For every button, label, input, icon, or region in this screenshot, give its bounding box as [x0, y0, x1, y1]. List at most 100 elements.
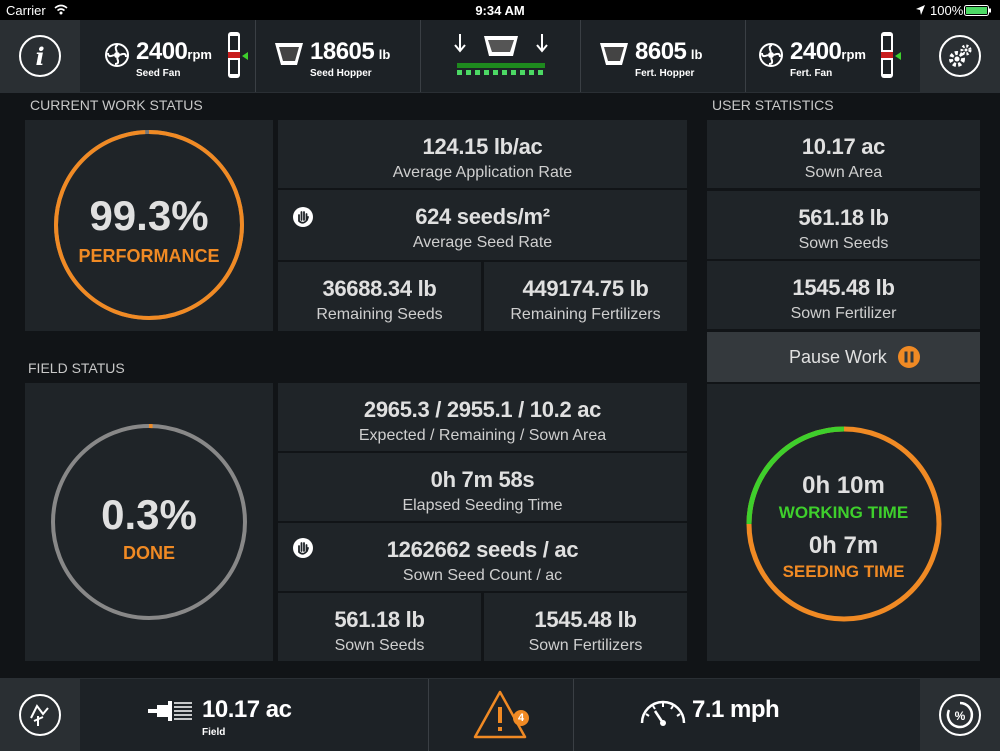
field-info[interactable]: 10.17 ac Field — [80, 679, 429, 751]
current-work-status-title: CURRENT WORK STATUS — [30, 97, 203, 113]
remaining-seeds-label: Remaining Seeds — [316, 306, 443, 323]
seed-hopper-value: 18605 — [310, 38, 375, 65]
seed-fan-unit: rpm — [187, 47, 212, 62]
elapsed-seeding-time-cell: 0h 7m 58s Elapsed Seeding Time — [278, 453, 687, 521]
average-application-rate-label: Average Application Rate — [392, 164, 573, 181]
pause-work-label: Pause Work — [789, 347, 887, 367]
remaining-seeds-cell: 36688.34 lb Remaining Seeds — [278, 262, 481, 331]
seed-count-cell: 1262662 seeds / ac Sown Seed Count / ac — [278, 523, 687, 591]
fert-fan-unit: rpm — [841, 47, 866, 62]
pause-icon — [898, 346, 920, 368]
performance-panel: 99.3% PERFORMANCE — [25, 120, 273, 331]
average-application-rate-cell: 124.15 lb/ac Average Application Rate — [278, 120, 687, 188]
user-sown-seeds-cell: 561.18 lb Sown Seeds — [707, 191, 980, 259]
svg-text:%: % — [955, 709, 966, 723]
user-sown-seeds-value: 561.18 lb — [798, 205, 889, 230]
warning-icon — [473, 690, 527, 739]
field-map-icon — [19, 694, 61, 736]
seed-count-label: Sown Seed Count / ac — [402, 567, 563, 584]
sown-seeds-value: 561.18 lb — [334, 607, 425, 632]
seeding-time-label: SEEDING TIME — [782, 562, 905, 581]
fert-hopper-value: 8605 — [635, 38, 687, 65]
pause-work-button[interactable]: Pause Work — [707, 332, 980, 382]
seeder-status-graphic[interactable] — [420, 20, 581, 92]
level-marker-icon — [242, 52, 248, 60]
sown-fertilizers-label: Sown Fertilizers — [528, 637, 643, 654]
sown-area-value: 10.17 ac — [801, 134, 886, 159]
top-bar: i 2400rpm Seed Fan 18605 lb Seed Hopper — [0, 20, 1000, 93]
hand-icon[interactable] — [292, 537, 314, 559]
seed-fan-level-indicator — [228, 32, 240, 78]
remaining-fertilizers-label: Remaining Fertilizers — [510, 306, 661, 323]
done-ring — [51, 424, 247, 620]
field-area-total: 10.17 ac — [202, 696, 292, 723]
wifi-icon — [54, 4, 68, 15]
info-icon: i — [19, 35, 61, 77]
sown-fertilizers-value: 1545.48 lb — [534, 607, 637, 632]
seeder-icon — [148, 701, 192, 721]
field-status-title: FIELD STATUS — [28, 360, 125, 376]
seed-hopper-label: Seed Hopper — [310, 68, 372, 79]
fert-fan-value: 2400 — [790, 38, 842, 65]
working-time-value: 0h 10m — [802, 472, 885, 499]
time-panel: 0h 10m WORKING TIME 0h 7m SEEDING TIME — [707, 384, 980, 661]
sown-fertilizer-cell: 1545.48 lb Sown Fertilizer — [707, 261, 980, 329]
fert-fan-level-indicator — [881, 32, 893, 78]
level-marker-icon — [895, 52, 901, 60]
hopper-icon — [275, 43, 303, 65]
working-time-label: WORKING TIME — [778, 503, 909, 522]
battery-icon — [964, 5, 991, 16]
seed-fan-gauge[interactable]: 2400rpm Seed Fan — [80, 20, 255, 92]
status-bar: Carrier 9:34 AM 100% — [0, 0, 1000, 20]
field-map-button[interactable] — [0, 679, 80, 751]
done-label: DONE — [122, 543, 175, 563]
alerts-count-badge: 4 — [513, 710, 529, 726]
sown-seeds-label: Sown Seeds — [334, 637, 425, 654]
info-button[interactable]: i — [0, 20, 80, 92]
alerts-button[interactable]: 4 — [429, 679, 574, 751]
performance-ring — [54, 130, 244, 320]
seed-fan-value: 2400 — [136, 38, 188, 65]
field-area-cell: 2965.3 / 2955.1 / 10.2 ac Expected / Rem… — [278, 383, 687, 451]
sown-fertilizers-cell: 1545.48 lb Sown Fertilizers — [484, 593, 687, 661]
fert-fan-label: Fert. Fan — [790, 68, 833, 79]
speedometer-icon — [640, 700, 686, 726]
fan-icon — [105, 43, 129, 67]
seed-count-value: 1262662 seeds / ac — [386, 537, 579, 562]
average-seed-rate-cell: 624 seeds/m² Average Seed Rate — [278, 190, 687, 260]
percent-progress-icon: % — [939, 694, 981, 736]
average-seed-rate-label: Average Seed Rate — [412, 234, 553, 251]
user-statistics-title: USER STATISTICS — [712, 97, 834, 113]
fert-hopper-gauge[interactable]: 8605 lb Fert. Hopper — [580, 20, 746, 92]
done-value: 0.3% — [101, 491, 197, 538]
hopper-icon — [600, 43, 628, 65]
working-time-ring — [746, 426, 942, 622]
clock: 9:34 AM — [475, 3, 525, 18]
remaining-seeds-value: 36688.34 lb — [322, 276, 437, 301]
user-sown-seeds-label: Sown Seeds — [798, 235, 889, 252]
seed-fan-label: Seed Fan — [136, 68, 181, 79]
field-label: Field — [202, 727, 226, 738]
field-area-value: 2965.3 / 2955.1 / 10.2 ac — [363, 397, 602, 422]
seeder-drill-icon — [454, 34, 548, 75]
gears-icon — [939, 35, 981, 77]
remaining-fertilizers-value: 449174.75 lb — [522, 276, 649, 301]
seeding-time-value: 0h 7m — [808, 532, 879, 559]
seed-hopper-gauge[interactable]: 18605 lb Seed Hopper — [255, 20, 421, 92]
carrier-label: Carrier — [6, 3, 46, 18]
percent-progress-button[interactable]: % — [920, 679, 1000, 751]
settings-button[interactable] — [920, 20, 1000, 92]
performance-label: PERFORMANCE — [78, 246, 220, 266]
fert-fan-gauge[interactable]: 2400rpm Fert. Fan — [745, 20, 921, 92]
remaining-fertilizers-cell: 449174.75 lb Remaining Fertilizers — [484, 262, 687, 331]
field-area-label: Expected / Remaining / Sown Area — [358, 427, 607, 444]
bottom-bar: 10.17 ac Field 4 7.1 mph % — [0, 678, 1000, 751]
elapsed-seeding-time-value: 0h 7m 58s — [430, 467, 535, 492]
done-panel: 0.3% DONE — [25, 383, 273, 661]
elapsed-seeding-time-label: Elapsed Seeding Time — [402, 497, 563, 514]
sown-area-label: Sown Area — [804, 164, 883, 181]
sown-fertilizer-label: Sown Fertilizer — [790, 305, 897, 322]
hand-icon[interactable] — [292, 206, 314, 228]
fert-hopper-unit: lb — [690, 47, 703, 62]
average-seed-rate-value: 624 seeds/m² — [415, 204, 550, 229]
